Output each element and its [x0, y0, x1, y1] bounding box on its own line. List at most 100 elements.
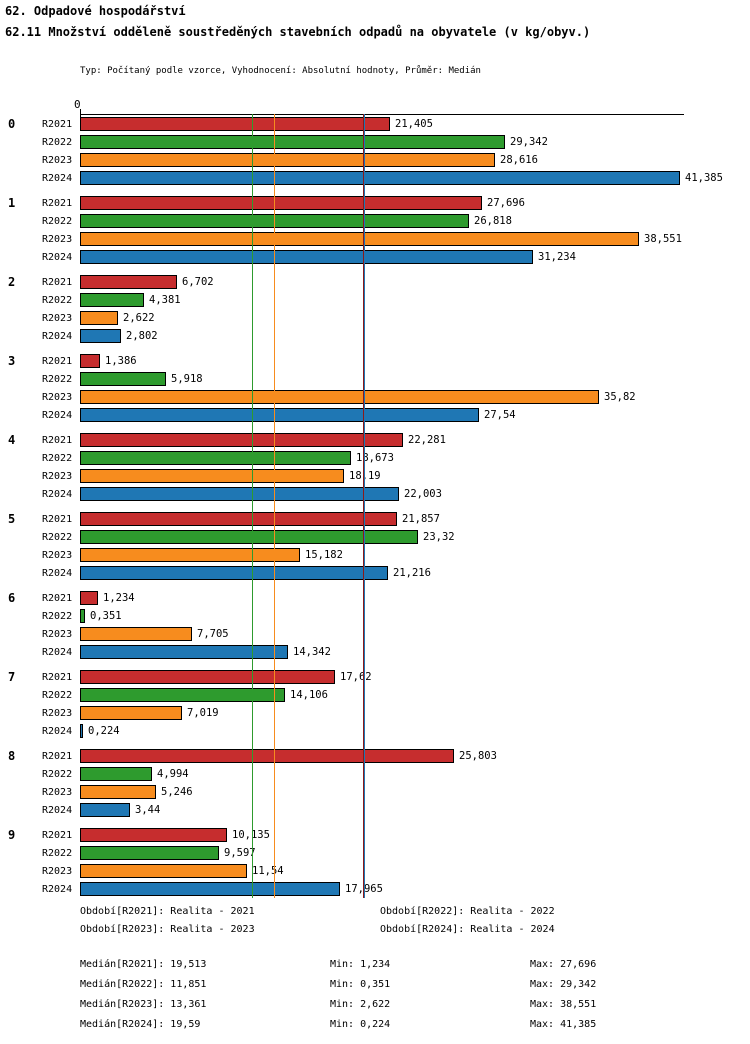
legend-item-r2023: Období[R2023]: Realita - 2023	[80, 924, 255, 935]
bar-row-R2022-group-5: R2022 23,32	[0, 528, 750, 546]
bar-R2023-0	[80, 153, 495, 167]
median-line-R2023	[274, 114, 275, 898]
series-label: R2022	[42, 374, 73, 385]
group-label: 7	[8, 670, 16, 684]
bar-row-R2023-group-1: R2023 38,551	[0, 230, 750, 248]
bar-row-R2023-group-4: R202318,19	[0, 467, 750, 485]
bar-row-R2023-group-9: R2023 11,54	[0, 862, 750, 880]
bar-R2023-5	[80, 548, 300, 562]
value-label: 27,696	[487, 197, 525, 209]
bar-R2022-3	[80, 372, 166, 386]
bar-R2024-8	[80, 803, 130, 817]
bar-R2021-1	[80, 196, 482, 210]
bar-group-1: 1 R2021 27,696 R2022 26,818 R2023 38,551 R2024 3…	[0, 194, 750, 266]
bar-row-R2022-group-6: R2022 0,351	[0, 607, 750, 625]
series-label: R2021	[42, 514, 73, 525]
bar-row-R2024-group-3: R2024 27,54	[0, 406, 750, 424]
value-label: 3,44	[135, 804, 161, 816]
value-label: 5,246	[161, 786, 193, 798]
bar-R2021-7	[80, 670, 335, 684]
stats-table: Medián[R2021]: 19,513 Min: 1,234 Max: 27…	[80, 958, 730, 1038]
value-label: 22,281	[408, 434, 446, 446]
bar-row-R2024-group-1: R2024 31,234	[0, 248, 750, 266]
value-label: 14,106	[290, 689, 328, 701]
group-label: 3	[8, 354, 16, 368]
value-label: 7,019	[187, 707, 219, 719]
median-line-R2022	[252, 114, 253, 898]
bar-row-R2024-group-6: R2024 14,342	[0, 643, 750, 661]
stats-row-r2022: Medián[R2022]: 11,851 Min: 0,351 Max: 29…	[80, 978, 730, 998]
bar-R2024-4	[80, 487, 399, 501]
value-label: 5,918	[171, 373, 203, 385]
stats-row-r2024: Medián[R2024]: 19,59 Min: 0,224 Max: 41,…	[80, 1018, 730, 1038]
median-r2023: Medián[R2023]: 13,361	[80, 999, 207, 1010]
value-label: 1,234	[103, 592, 135, 604]
bar-row-R2023-group-7: R2023 7,019	[0, 704, 750, 722]
series-label: R2021	[42, 672, 73, 683]
bar-row-R2021-group-7: 7 R2021 17,62	[0, 668, 750, 686]
bar-R2023-2	[80, 311, 118, 325]
bar-R2023-1	[80, 232, 639, 246]
series-label: R2022	[42, 137, 73, 148]
series-label: R2024	[42, 489, 73, 500]
bar-R2022-6	[80, 609, 85, 623]
bar-R2024-3	[80, 408, 479, 422]
page-title: 62. Odpadové hospodářství	[5, 4, 186, 18]
series-label: R2022	[42, 769, 73, 780]
bar-R2022-0	[80, 135, 505, 149]
median-line-R2024	[364, 114, 365, 898]
bar-R2021-0	[80, 117, 390, 131]
stats-row-r2021: Medián[R2021]: 19,513 Min: 1,234 Max: 27…	[80, 958, 730, 978]
bar-row-R2021-group-6: 6 R2021 1,234	[0, 589, 750, 607]
bar-row-R2024-group-9: R202417,965	[0, 880, 750, 898]
bar-row-R2021-group-8: 8 R2021 25,803	[0, 747, 750, 765]
value-label: 11,54	[252, 865, 284, 877]
bar-group-8: 8 R2021 25,803 R2022 4,994 R2023 5,246 R2024 3,4…	[0, 747, 750, 819]
page-subtitle: 62.11 Množství odděleně soustředěných st…	[5, 25, 591, 39]
value-label: 18,673	[356, 452, 394, 464]
bar-row-R2023-group-8: R2023 5,246	[0, 783, 750, 801]
bar-R2024-2	[80, 329, 121, 343]
min-r2021: Min: 1,234	[330, 959, 391, 970]
bar-R2021-6	[80, 591, 98, 605]
bar-row-R2022-group-4: R2022 18,673	[0, 449, 750, 467]
series-label: R2024	[42, 410, 73, 421]
min-r2024: Min: 0,224	[330, 1019, 391, 1030]
series-label: R2024	[42, 647, 73, 658]
bar-row-R2024-group-5: R2024 21,216	[0, 564, 750, 582]
value-label: 29,342	[510, 136, 548, 148]
series-label: R2024	[42, 726, 73, 737]
bar-R2022-8	[80, 767, 152, 781]
max-r2023: Max: 38,551	[530, 999, 597, 1010]
stats-row-r2023: Medián[R2023]: 13,361 Min: 2,622 Max: 38…	[80, 998, 730, 1018]
bar-R2023-7	[80, 706, 182, 720]
bar-row-R2022-group-3: R2022 5,918	[0, 370, 750, 388]
bar-row-R2023-group-3: R2023 35,82	[0, 388, 750, 406]
bar-R2024-7	[80, 724, 83, 738]
bar-R2021-5	[80, 512, 397, 526]
median-r2021: Medián[R2021]: 19,513	[80, 959, 207, 970]
series-label: R2021	[42, 435, 73, 446]
series-label: R2023	[42, 392, 73, 403]
value-label: 31,234	[538, 251, 576, 263]
bar-row-R2024-group-4: R2024 22,003	[0, 485, 750, 503]
series-label: R2021	[42, 593, 73, 604]
series-label: R2024	[42, 884, 73, 895]
group-label: 1	[8, 196, 16, 210]
group-label: 5	[8, 512, 16, 526]
bar-R2021-8	[80, 749, 454, 763]
bar-R2024-0	[80, 171, 680, 185]
series-label: R2022	[42, 216, 73, 227]
max-r2022: Max: 29,342	[530, 979, 597, 990]
bar-R2021-2	[80, 275, 177, 289]
bar-chart: 0 0 R2021 21,405 R2022 29,342 R2023 28,616 R202…	[0, 98, 750, 898]
value-label: 21,405	[395, 118, 433, 130]
value-label: 14,342	[293, 646, 331, 658]
value-label: 15,182	[305, 549, 343, 561]
bar-row-R2024-group-8: R2024 3,44	[0, 801, 750, 819]
value-label: 4,994	[157, 768, 189, 780]
legend-item-r2022: Období[R2022]: Realita - 2022	[380, 906, 555, 917]
bar-group-3: 3 R2021 1,386 R2022 5,918 R2023 35,82 R2024 27,5…	[0, 352, 750, 424]
value-label: 26,818	[474, 215, 512, 227]
